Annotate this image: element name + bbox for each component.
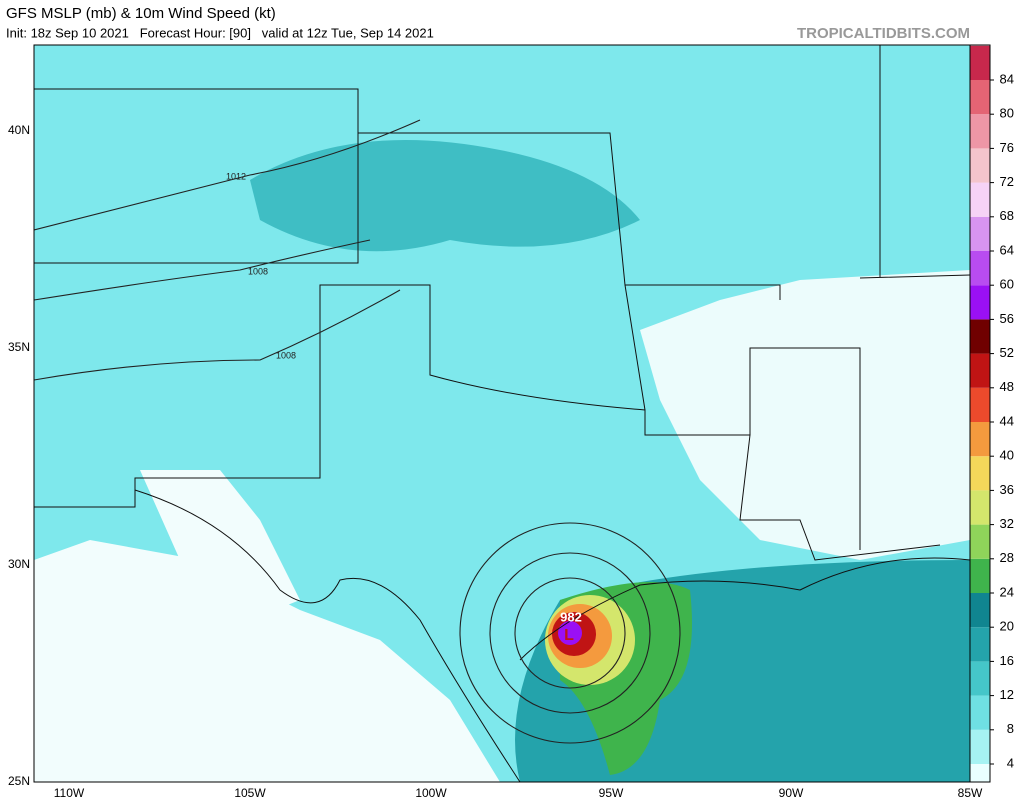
lon-label: 110W: [54, 786, 85, 800]
colorbar-label: 56: [1000, 311, 1014, 326]
lon-label: 95W: [599, 786, 624, 800]
colorbar-band: [970, 387, 990, 422]
colorbar-band: [970, 319, 990, 354]
colorbar-band: [970, 285, 990, 320]
map: [34, 45, 970, 782]
colorbar-label: 4: [1007, 755, 1014, 770]
colorbar-band: [970, 182, 990, 217]
isobar-label: 982: [560, 609, 582, 624]
subtitle: Init: 18z Sep 10 2021 Forecast Hour: [90…: [6, 25, 434, 40]
colorbar-label: 84: [1000, 71, 1014, 86]
colorbar-label: 32: [1000, 516, 1014, 531]
lon-label: 90W: [779, 786, 804, 800]
colorbar-band: [970, 729, 990, 764]
title: GFS MSLP (mb) & 10m Wind Speed (kt): [6, 5, 276, 22]
low-marker: L: [564, 627, 574, 644]
lat-label: 35N: [8, 340, 30, 354]
lat-label: 40N: [8, 123, 30, 137]
isobar-label: 1008: [276, 350, 296, 360]
calm-area: [640, 270, 970, 560]
colorbar-band: [970, 558, 990, 593]
colorbar-label: 20: [1000, 619, 1014, 634]
colorbar-label: 64: [1000, 242, 1014, 257]
colorbar-label: 28: [1000, 550, 1014, 565]
colorbar-label: 40: [1000, 448, 1014, 463]
hurricane-core: [558, 621, 582, 645]
colorbar-label: 52: [1000, 345, 1014, 360]
isobars: [34, 119, 681, 744]
lon-label: 105W: [234, 786, 266, 800]
colorbar-label: 72: [1000, 174, 1014, 189]
colorbar-label: 48: [1000, 379, 1014, 394]
colorbar-frame: [969, 44, 991, 783]
borders: [34, 45, 970, 782]
colorbar-label: 68: [1000, 208, 1014, 223]
colorbar-label: 80: [1000, 106, 1014, 121]
colorbar-band: [970, 45, 990, 80]
colorbar-band: [970, 524, 990, 559]
colorbar-band: [970, 661, 990, 696]
colorbar-band: [970, 114, 990, 149]
lon-label: 85W: [958, 786, 983, 800]
colorbar-label: 24: [1000, 584, 1014, 599]
colorbar-label: 12: [1000, 687, 1014, 702]
colorbar-label: 16: [1000, 653, 1014, 668]
colorbar-band: [970, 148, 990, 183]
lat-label: 30N: [8, 557, 30, 571]
colorbar-band: [970, 456, 990, 491]
isobar-label: 1008: [248, 266, 268, 276]
colorbar-band: [970, 627, 990, 662]
colorbar-band: [970, 251, 990, 286]
calm-area: [34, 470, 500, 782]
colorbar-label: 8: [1007, 721, 1014, 736]
colorbar-label: 36: [1000, 482, 1014, 497]
colorbar-band: [970, 490, 990, 525]
colorbar-label: 76: [1000, 140, 1014, 155]
colorbar-band: [970, 422, 990, 457]
colorbar-label: 44: [1000, 413, 1014, 428]
colorbar-band: [970, 593, 990, 628]
site-credit: TROPICALTIDBITS.COM: [797, 25, 970, 42]
colorbar-band: [970, 353, 990, 388]
colorbar-label: 60: [1000, 277, 1014, 292]
lon-label: 100W: [415, 786, 447, 800]
colorbar-band: [970, 80, 990, 115]
colorbar-band: [970, 764, 990, 782]
windy-area: [250, 140, 640, 252]
isobar-label: 1012: [226, 171, 246, 181]
colorbar-band: [970, 216, 990, 251]
colorbar-band: [970, 695, 990, 730]
lat-label: 25N: [8, 774, 30, 788]
